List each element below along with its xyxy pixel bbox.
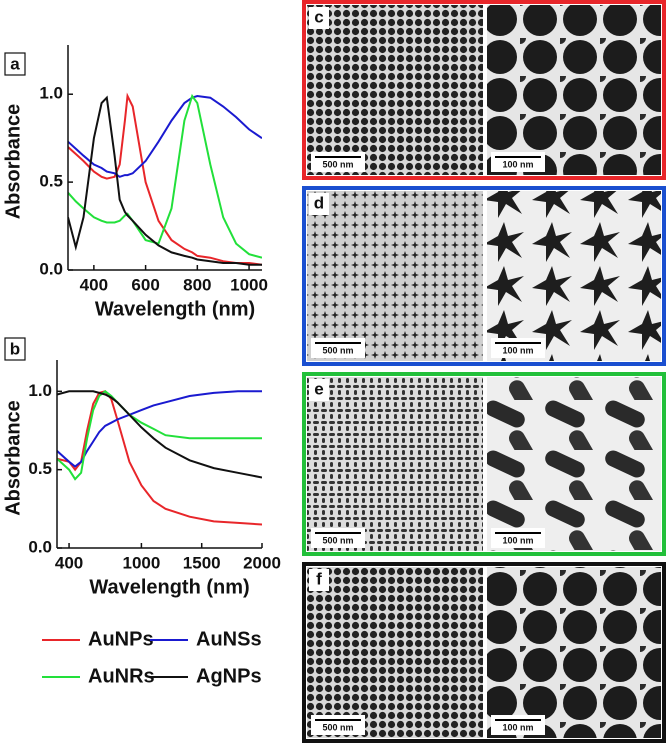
y-tick-label: 0.5 <box>39 172 63 191</box>
panel-label: b <box>10 339 20 358</box>
y-tick-label: 0.0 <box>28 537 52 556</box>
x-tick-label: 1000 <box>122 553 160 572</box>
scale-bar-label: 100 nm <box>502 159 533 169</box>
chart: 0.0 0.5 1.0 400 1000 1500 2000 Wavelength (nm) A… <box>2 337 281 598</box>
charts: 0.0 0.5 1.0 400 600 800 1000 Wavelength (nm) Abs… <box>2 45 281 598</box>
tem-image <box>307 5 483 175</box>
y-tick-label: 1.0 <box>28 381 52 400</box>
scale-bar-label: 500 nm <box>322 159 353 169</box>
x-tick-label: 1000 <box>230 275 268 294</box>
tem-panel: 500 nm 100 nm e <box>302 372 666 556</box>
scale-bar-label: 100 nm <box>502 722 533 732</box>
panel-label-box <box>309 569 329 591</box>
plot <box>57 390 262 526</box>
tem-panel: 500 nm 100 nm f <box>302 562 666 743</box>
panel-label-box <box>309 7 329 29</box>
legend-label: AuNPs <box>88 628 154 650</box>
legend-label: AgNPs <box>196 665 262 687</box>
y-tick-label: 0.5 <box>28 459 52 478</box>
scale-bar-label: 100 nm <box>502 535 533 545</box>
panel-label: f <box>316 569 322 588</box>
y-tick-label: 0.0 <box>39 259 63 278</box>
panel-label: a <box>10 54 20 73</box>
series-line <box>57 390 262 468</box>
y-axis-label: Absorbance <box>2 104 24 220</box>
x-tick-label: 2000 <box>243 553 281 572</box>
panel-label-box <box>4 337 26 361</box>
legend: AuNPs AuNSs AuNRs AgNPs <box>42 628 262 687</box>
scale-bar-label: 500 nm <box>322 535 353 545</box>
x-tick-label: 600 <box>131 275 159 294</box>
series-line <box>57 390 262 526</box>
panel-label-box <box>309 193 329 215</box>
legend-label: AuNSs <box>196 628 262 650</box>
scale-bar-label: 500 nm <box>322 345 353 355</box>
series-line <box>68 93 262 259</box>
tem-image <box>487 5 661 175</box>
x-tick-label: 800 <box>183 275 211 294</box>
series-line <box>68 94 262 178</box>
x-axis-label: Wavelength (nm) <box>89 576 249 598</box>
tem-image <box>487 377 661 551</box>
tem-image <box>487 191 661 361</box>
scale-bar-label: 100 nm <box>502 345 533 355</box>
tem-image <box>487 567 661 738</box>
y-tick-label: 1.0 <box>39 84 63 103</box>
panel-label: c <box>314 7 323 26</box>
series-line <box>68 92 262 266</box>
legend-label: AuNRs <box>88 665 155 687</box>
tem-panel: 500 nm 100 nm d <box>302 186 666 366</box>
panel-label: e <box>314 379 323 398</box>
chart: 0.0 0.5 1.0 400 600 800 1000 Wavelength (nm) Abs… <box>2 45 268 320</box>
series-line <box>68 95 262 266</box>
x-tick-label: 1500 <box>183 553 221 572</box>
y-axis-label: Absorbance <box>2 400 24 516</box>
panel-label-box <box>4 52 26 76</box>
panel-label: d <box>314 193 324 212</box>
tem-image <box>307 377 483 551</box>
series-line <box>57 390 262 479</box>
x-axis-label: Wavelength (nm) <box>95 298 255 320</box>
x-tick-label: 400 <box>80 275 108 294</box>
plot <box>68 92 262 266</box>
x-tick-label: 400 <box>55 553 83 572</box>
scale-bar-label: 500 nm <box>322 722 353 732</box>
panel-label-box <box>309 379 329 401</box>
tem-image <box>307 567 483 738</box>
tem-image <box>307 191 483 361</box>
tem-panel: 500 nm 100 nm c <box>302 0 666 180</box>
